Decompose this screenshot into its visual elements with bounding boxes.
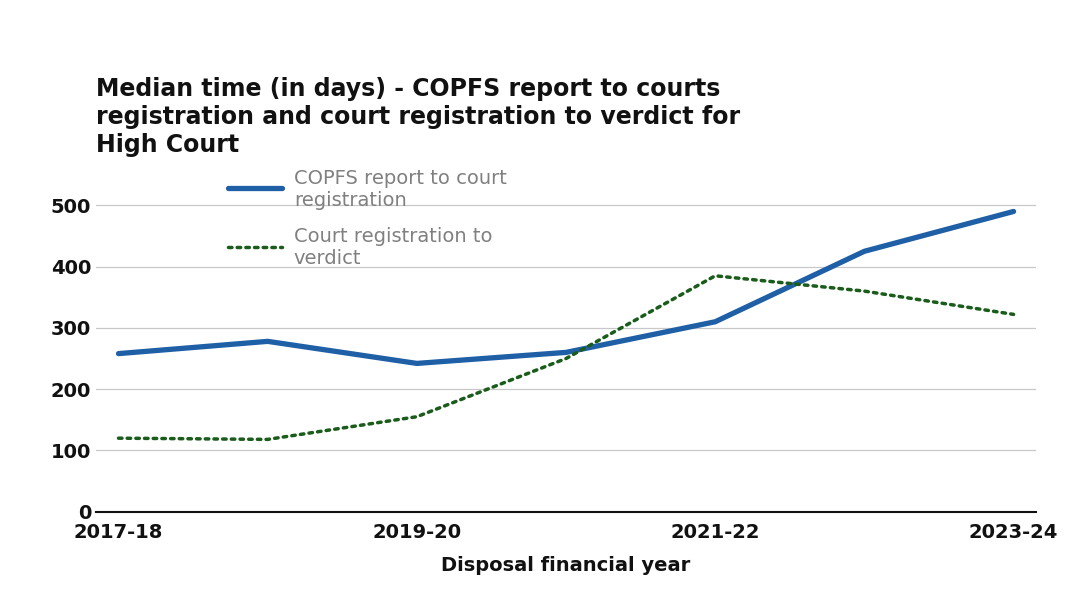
Line: Court registration to
verdict: Court registration to verdict	[119, 276, 1014, 439]
COPFS report to court
registration	[1007, 208, 1020, 215]
Text: Median time (in days) - COPFS report to courts
registration and court registrati: Median time (in days) - COPFS report to …	[96, 77, 740, 157]
Court registration to
verdict	[709, 272, 722, 279]
Court registration to
verdict	[262, 436, 274, 443]
COPFS report to court
registration	[410, 360, 423, 367]
COPFS report to court
registration	[262, 338, 274, 345]
Court registration to
verdict	[858, 288, 870, 295]
COPFS report to court
registration	[560, 349, 572, 356]
Court registration to
verdict	[560, 355, 572, 362]
Line: COPFS report to court
registration: COPFS report to court registration	[119, 211, 1014, 364]
Legend: COPFS report to court
registration, Court registration to
verdict: COPFS report to court registration, Cour…	[227, 169, 506, 268]
Court registration to
verdict	[410, 413, 423, 420]
COPFS report to court
registration	[709, 318, 722, 325]
COPFS report to court
registration	[858, 247, 870, 255]
Court registration to
verdict	[1007, 311, 1020, 318]
COPFS report to court
registration	[112, 350, 125, 357]
Court registration to
verdict	[112, 435, 125, 442]
X-axis label: Disposal financial year: Disposal financial year	[441, 556, 691, 575]
